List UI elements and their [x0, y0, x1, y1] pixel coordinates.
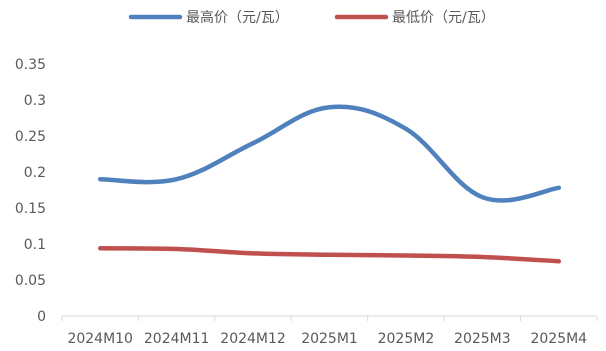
y-tick-label: 0 [37, 309, 46, 325]
y-tick-label: 0.2 [24, 165, 46, 181]
legend-label-0: 最高价（元/瓦） [186, 9, 289, 26]
y-tick-label: 0.05 [15, 273, 46, 289]
x-tick-label: 2025M4 [530, 331, 587, 347]
x-tick-label: 2025M2 [378, 331, 435, 347]
chart-legend: 最高价（元/瓦） 最低价（元/瓦） [128, 9, 495, 26]
y-tick-label: 0.3 [24, 93, 46, 109]
y-axis: 0 0.05 0.1 0.15 0.2 0.25 0.3 0.35 [15, 57, 46, 325]
series-line-0 [97, 104, 562, 203]
series-line-1 [97, 246, 562, 264]
x-axis: 2024M10 2024M11 2024M12 2025M1 2025M2 2025M3 2… [61, 315, 598, 347]
y-tick-label: 0.25 [15, 129, 46, 145]
y-tick-label: 0.1 [24, 237, 46, 253]
y-tick-label: 0.15 [15, 201, 46, 217]
x-tick-label: 2024M11 [144, 331, 210, 347]
x-tick-label: 2024M10 [67, 331, 133, 347]
x-tick-label: 2025M3 [454, 331, 511, 347]
legend-label-1: 最低价（元/瓦） [392, 10, 495, 26]
y-tick-label: 0.35 [15, 57, 46, 73]
series-layer [97, 104, 562, 264]
x-tick-label: 2024M12 [220, 331, 286, 347]
x-tick-label: 2025M1 [301, 331, 358, 347]
